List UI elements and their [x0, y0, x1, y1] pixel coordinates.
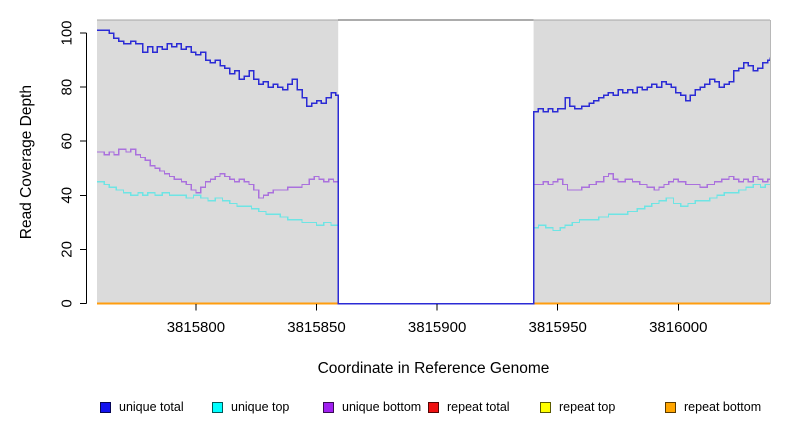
legend-swatch-repeat-top: [540, 401, 551, 413]
series-line-unique-total: [97, 29, 771, 305]
y-tick-label: 80: [59, 79, 76, 96]
legend-swatch-repeat-bottom: [665, 401, 676, 413]
legend-label: repeat bottom: [684, 400, 762, 414]
y-axis-title: Read Coverage Depth: [18, 20, 36, 304]
legend-swatch-unique-total: [100, 401, 111, 413]
legend-item-repeat-top: repeat top: [540, 400, 615, 414]
series-line-unique-bottom: [97, 148, 770, 305]
legend-item-unique-top: unique top: [212, 400, 289, 414]
legend: unique total unique top unique bottom repea…: [0, 400, 792, 420]
legend-swatch-unique-bottom: [323, 401, 334, 413]
x-axis-title: Coordinate in Reference Genome: [317, 360, 550, 377]
y-tick-label: 100: [59, 20, 76, 45]
legend-item-unique-total: unique total: [100, 400, 184, 414]
legend-item-unique-bottom: unique bottom: [323, 400, 421, 414]
x-tick-label: 3815850: [287, 319, 345, 336]
coverage-gap-region: [338, 20, 534, 306]
legend-label: repeat total: [447, 400, 510, 414]
y-tick-label: 20: [59, 241, 76, 258]
legend-label: unique total: [119, 400, 184, 414]
legend-label: unique bottom: [342, 400, 422, 414]
y-tick-label: 60: [59, 133, 76, 150]
x-tick-label: 3815900: [408, 319, 466, 336]
legend-item-repeat-total: repeat total: [428, 400, 510, 414]
y-axis-title-text: Read Coverage Depth: [18, 84, 35, 240]
legend-swatch-repeat-total: [428, 401, 439, 413]
y-tick-label: 40: [59, 187, 76, 204]
x-tick-label: 3815950: [528, 319, 586, 336]
x-tick-label: 3816000: [649, 319, 707, 336]
legend-label: repeat top: [559, 400, 616, 414]
y-tick-label: 0: [59, 299, 76, 307]
legend-label: unique top: [231, 400, 290, 414]
legend-swatch-unique-top: [212, 401, 223, 413]
x-tick-label: 3815800: [167, 319, 225, 336]
legend-item-repeat-bottom: repeat bottom: [665, 400, 761, 414]
